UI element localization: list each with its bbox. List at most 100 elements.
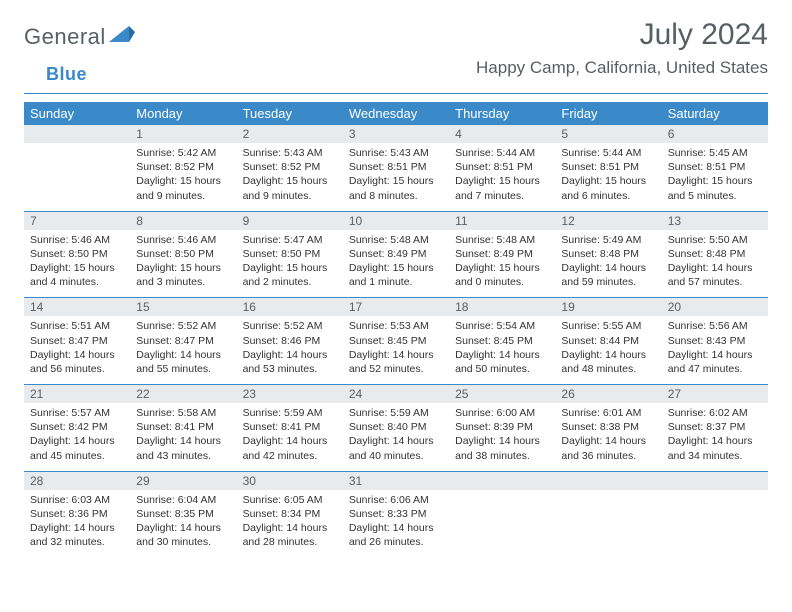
day-details: Sunrise: 5:59 AMSunset: 8:41 PMDaylight:… xyxy=(237,403,343,471)
calendar-cell: 1Sunrise: 5:42 AMSunset: 8:52 PMDaylight… xyxy=(130,125,236,211)
calendar-cell: 19Sunrise: 5:55 AMSunset: 8:44 PMDayligh… xyxy=(555,297,661,384)
day-number: 11 xyxy=(449,211,555,230)
day-details: Sunrise: 5:55 AMSunset: 8:44 PMDaylight:… xyxy=(555,316,661,384)
day-details: Sunrise: 5:43 AMSunset: 8:51 PMDaylight:… xyxy=(343,143,449,211)
day-number: 3 xyxy=(343,125,449,143)
calendar-cell: 4Sunrise: 5:44 AMSunset: 8:51 PMDaylight… xyxy=(449,125,555,211)
day-details: Sunrise: 5:44 AMSunset: 8:51 PMDaylight:… xyxy=(555,143,661,211)
day-details: Sunrise: 5:53 AMSunset: 8:45 PMDaylight:… xyxy=(343,316,449,384)
day-details: Sunrise: 5:45 AMSunset: 8:51 PMDaylight:… xyxy=(662,143,768,211)
calendar-cell: 22Sunrise: 5:58 AMSunset: 8:41 PMDayligh… xyxy=(130,384,236,471)
calendar-cell: 18Sunrise: 5:54 AMSunset: 8:45 PMDayligh… xyxy=(449,297,555,384)
day-details: Sunrise: 5:54 AMSunset: 8:45 PMDaylight:… xyxy=(449,316,555,384)
day-details: Sunrise: 5:46 AMSunset: 8:50 PMDaylight:… xyxy=(130,230,236,298)
day-details: Sunrise: 5:43 AMSunset: 8:52 PMDaylight:… xyxy=(237,143,343,211)
day-details: Sunrise: 5:59 AMSunset: 8:40 PMDaylight:… xyxy=(343,403,449,471)
day-number: 27 xyxy=(662,384,768,403)
day-details: Sunrise: 6:03 AMSunset: 8:36 PMDaylight:… xyxy=(24,490,130,558)
day-number: 21 xyxy=(24,384,130,403)
calendar-cell: 23Sunrise: 5:59 AMSunset: 8:41 PMDayligh… xyxy=(237,384,343,471)
day-number: 12 xyxy=(555,211,661,230)
day-details: Sunrise: 5:49 AMSunset: 8:48 PMDaylight:… xyxy=(555,230,661,298)
day-number: 5 xyxy=(555,125,661,143)
calendar-cell: 25Sunrise: 6:00 AMSunset: 8:39 PMDayligh… xyxy=(449,384,555,471)
day-header: Wednesday xyxy=(343,102,449,125)
calendar-cell: 6Sunrise: 5:45 AMSunset: 8:51 PMDaylight… xyxy=(662,125,768,211)
calendar-table: SundayMondayTuesdayWednesdayThursdayFrid… xyxy=(24,102,768,557)
page-title: July 2024 xyxy=(476,18,768,52)
day-details: Sunrise: 6:06 AMSunset: 8:33 PMDaylight:… xyxy=(343,490,449,558)
day-number: 2 xyxy=(237,125,343,143)
calendar-cell xyxy=(449,471,555,558)
day-number: 29 xyxy=(130,471,236,490)
day-number: 25 xyxy=(449,384,555,403)
day-number: 4 xyxy=(449,125,555,143)
day-header: Monday xyxy=(130,102,236,125)
calendar-cell: 27Sunrise: 6:02 AMSunset: 8:37 PMDayligh… xyxy=(662,384,768,471)
calendar-cell xyxy=(24,125,130,211)
day-details: Sunrise: 5:46 AMSunset: 8:50 PMDaylight:… xyxy=(24,230,130,298)
day-header: Saturday xyxy=(662,102,768,125)
day-number: 24 xyxy=(343,384,449,403)
day-details: Sunrise: 5:52 AMSunset: 8:46 PMDaylight:… xyxy=(237,316,343,384)
day-details: Sunrise: 5:51 AMSunset: 8:47 PMDaylight:… xyxy=(24,316,130,384)
calendar-cell: 10Sunrise: 5:48 AMSunset: 8:49 PMDayligh… xyxy=(343,211,449,298)
calendar-cell xyxy=(555,471,661,558)
day-details: Sunrise: 5:52 AMSunset: 8:47 PMDaylight:… xyxy=(130,316,236,384)
day-details: Sunrise: 5:44 AMSunset: 8:51 PMDaylight:… xyxy=(449,143,555,211)
day-header: Friday xyxy=(555,102,661,125)
calendar-cell: 31Sunrise: 6:06 AMSunset: 8:33 PMDayligh… xyxy=(343,471,449,558)
day-number: 16 xyxy=(237,297,343,316)
day-details: Sunrise: 5:56 AMSunset: 8:43 PMDaylight:… xyxy=(662,316,768,384)
calendar-cell xyxy=(662,471,768,558)
calendar-cell: 16Sunrise: 5:52 AMSunset: 8:46 PMDayligh… xyxy=(237,297,343,384)
day-number: 17 xyxy=(343,297,449,316)
day-number: 10 xyxy=(343,211,449,230)
day-number: 19 xyxy=(555,297,661,316)
calendar-cell: 24Sunrise: 5:59 AMSunset: 8:40 PMDayligh… xyxy=(343,384,449,471)
calendar-cell: 8Sunrise: 5:46 AMSunset: 8:50 PMDaylight… xyxy=(130,211,236,298)
day-number: 23 xyxy=(237,384,343,403)
day-number: 7 xyxy=(24,211,130,230)
calendar-cell: 17Sunrise: 5:53 AMSunset: 8:45 PMDayligh… xyxy=(343,297,449,384)
day-number: 26 xyxy=(555,384,661,403)
day-header: Tuesday xyxy=(237,102,343,125)
calendar-cell: 29Sunrise: 6:04 AMSunset: 8:35 PMDayligh… xyxy=(130,471,236,558)
calendar-cell: 28Sunrise: 6:03 AMSunset: 8:36 PMDayligh… xyxy=(24,471,130,558)
day-details: Sunrise: 6:01 AMSunset: 8:38 PMDaylight:… xyxy=(555,403,661,471)
day-details: Sunrise: 5:42 AMSunset: 8:52 PMDaylight:… xyxy=(130,143,236,211)
calendar-cell: 20Sunrise: 5:56 AMSunset: 8:43 PMDayligh… xyxy=(662,297,768,384)
calendar-cell: 21Sunrise: 5:57 AMSunset: 8:42 PMDayligh… xyxy=(24,384,130,471)
logo-text-1: General xyxy=(24,24,106,50)
day-number: 9 xyxy=(237,211,343,230)
day-number: 30 xyxy=(237,471,343,490)
calendar-cell: 7Sunrise: 5:46 AMSunset: 8:50 PMDaylight… xyxy=(24,211,130,298)
day-details: Sunrise: 6:05 AMSunset: 8:34 PMDaylight:… xyxy=(237,490,343,558)
day-number: 13 xyxy=(662,211,768,230)
day-number: 6 xyxy=(662,125,768,143)
day-number: 20 xyxy=(662,297,768,316)
day-header: Sunday xyxy=(24,102,130,125)
day-details: Sunrise: 6:02 AMSunset: 8:37 PMDaylight:… xyxy=(662,403,768,471)
calendar-cell: 26Sunrise: 6:01 AMSunset: 8:38 PMDayligh… xyxy=(555,384,661,471)
logo-text-2: Blue xyxy=(46,64,87,85)
calendar-cell: 5Sunrise: 5:44 AMSunset: 8:51 PMDaylight… xyxy=(555,125,661,211)
day-number: 8 xyxy=(130,211,236,230)
calendar-cell: 9Sunrise: 5:47 AMSunset: 8:50 PMDaylight… xyxy=(237,211,343,298)
day-details: Sunrise: 5:47 AMSunset: 8:50 PMDaylight:… xyxy=(237,230,343,298)
logo: General xyxy=(24,24,135,50)
calendar-cell: 3Sunrise: 5:43 AMSunset: 8:51 PMDaylight… xyxy=(343,125,449,211)
day-number: 14 xyxy=(24,297,130,316)
separator xyxy=(24,93,768,94)
day-number: 18 xyxy=(449,297,555,316)
day-details: Sunrise: 5:48 AMSunset: 8:49 PMDaylight:… xyxy=(449,230,555,298)
day-details: Sunrise: 5:50 AMSunset: 8:48 PMDaylight:… xyxy=(662,230,768,298)
title-block: July 2024 Happy Camp, California, United… xyxy=(476,18,768,78)
calendar-cell: 12Sunrise: 5:49 AMSunset: 8:48 PMDayligh… xyxy=(555,211,661,298)
day-details: Sunrise: 5:48 AMSunset: 8:49 PMDaylight:… xyxy=(343,230,449,298)
calendar-cell: 14Sunrise: 5:51 AMSunset: 8:47 PMDayligh… xyxy=(24,297,130,384)
day-details: Sunrise: 5:57 AMSunset: 8:42 PMDaylight:… xyxy=(24,403,130,471)
calendar-cell: 15Sunrise: 5:52 AMSunset: 8:47 PMDayligh… xyxy=(130,297,236,384)
day-details: Sunrise: 6:04 AMSunset: 8:35 PMDaylight:… xyxy=(130,490,236,558)
day-number: 1 xyxy=(130,125,236,143)
